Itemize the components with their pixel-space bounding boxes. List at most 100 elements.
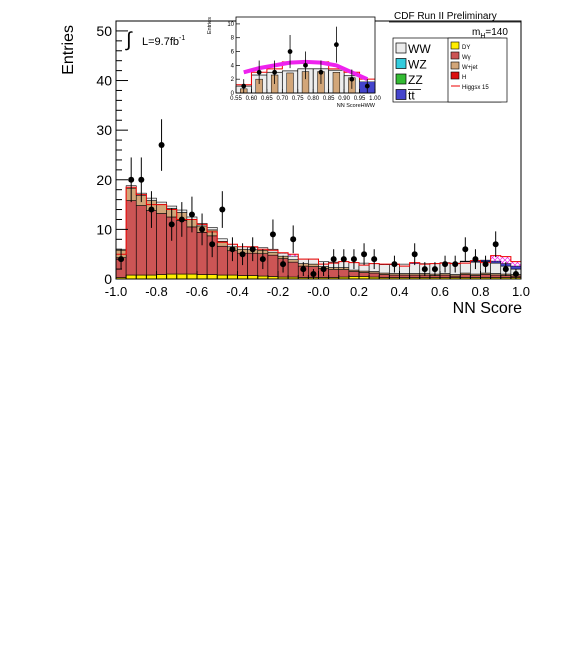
inset-data-point <box>349 69 355 89</box>
data-point <box>340 249 347 270</box>
data-point <box>239 243 246 266</box>
data-marker <box>421 266 428 273</box>
bar-wgamma <box>399 274 410 278</box>
inset-x-tick-label: 0.85 <box>323 96 335 102</box>
bar-dy <box>196 274 208 280</box>
inset-y-tick-label: 6 <box>231 50 235 56</box>
bar-wgamma <box>156 213 167 275</box>
bar-wgamma <box>368 272 380 278</box>
inset-y-axis-label: Entries <box>207 17 213 34</box>
y-axis-label: Entries <box>60 25 77 75</box>
bar-ww <box>399 263 410 274</box>
data-point <box>442 255 449 273</box>
data-point <box>391 255 398 273</box>
bar-wgamma <box>378 274 390 278</box>
data-marker <box>350 256 357 263</box>
bar-wgamma <box>267 254 279 277</box>
bar-wgamma <box>490 274 502 278</box>
bar-dy <box>216 274 228 280</box>
x-tick-label: -0.0 <box>307 284 329 299</box>
bar-ww <box>216 238 228 242</box>
data-point <box>158 119 165 171</box>
inset-x-tick-label: 0.75 <box>292 96 304 102</box>
bar-wgamma <box>125 200 137 276</box>
y-tick-label: 50 <box>96 23 112 39</box>
bar-wgamma <box>439 274 451 278</box>
data-marker <box>269 231 276 238</box>
data-marker <box>452 261 459 268</box>
legend-swatch-wjet <box>450 61 460 70</box>
data-point <box>320 262 327 277</box>
inset-data-marker <box>272 69 278 75</box>
inset-data-point <box>256 60 262 85</box>
data-point <box>300 262 307 277</box>
data-point <box>199 213 206 246</box>
inset-x-tick-label: 0.55 <box>230 96 242 102</box>
data-marker <box>219 206 226 213</box>
bar-ww <box>206 227 218 231</box>
data-marker <box>340 256 347 263</box>
bar-dy <box>146 274 157 280</box>
bar-wjet <box>267 251 279 256</box>
data-marker <box>199 226 206 233</box>
bar-dy <box>247 275 259 280</box>
data-point <box>148 191 155 228</box>
bar-wgamma <box>389 274 400 278</box>
data-marker <box>442 261 449 268</box>
integral-icon: ∫ <box>125 29 133 51</box>
inset-data-marker <box>349 76 355 82</box>
higgs-hatch-bin <box>288 254 299 257</box>
inset-data-marker <box>318 69 324 75</box>
bar-wjet <box>156 204 167 214</box>
x-tick-label: -0.2 <box>267 284 289 299</box>
bar-ww <box>490 262 502 274</box>
data-marker <box>371 256 378 263</box>
data-marker <box>249 246 256 253</box>
data-marker <box>168 221 175 228</box>
inset-x-tick-label: 0.95 <box>354 96 366 102</box>
inset-data-point <box>241 79 247 93</box>
bar-wgamma <box>348 271 360 277</box>
svg-text:L=9.7fb-1: L=9.7fb-1 <box>142 35 185 48</box>
inset-x-tick-label: 0.65 <box>261 96 273 102</box>
bar-wgamma <box>287 261 299 278</box>
data-marker <box>310 271 317 278</box>
inset-x-tick-label: 0.70 <box>276 96 288 102</box>
data-marker <box>431 266 438 273</box>
data-point <box>361 243 368 266</box>
data-marker <box>300 266 307 273</box>
header-title: CDF Run II Preliminary <box>394 11 497 22</box>
bar-dy <box>186 273 198 280</box>
bar-wjet <box>287 259 299 263</box>
inset-y-tick-label: 4 <box>231 63 235 69</box>
bar-dy <box>135 274 147 280</box>
mass-label: mH=140 <box>472 27 508 40</box>
bar-dy <box>125 274 137 280</box>
inset-inner-bin <box>332 72 341 94</box>
bar-ttbar <box>490 260 502 264</box>
data-point <box>462 237 469 262</box>
legend-label-h: H <box>462 75 466 81</box>
inset-inner-bin <box>286 72 294 94</box>
bar-wgamma <box>480 274 491 278</box>
data-marker <box>158 142 165 149</box>
bar-wgamma <box>216 245 228 276</box>
data-point <box>411 243 418 266</box>
x-tick-label: 0.2 <box>350 284 368 299</box>
y-tick-label: 30 <box>96 122 112 138</box>
legend-swatch-ttbar <box>395 89 407 100</box>
bar-dy <box>176 273 188 280</box>
x-tick-label: 0.8 <box>471 284 489 299</box>
bar-dy <box>227 274 238 280</box>
data-point <box>290 225 297 254</box>
inset-x-axis-label: NN ScoreHWW <box>337 103 376 109</box>
x-tick-label: -0.6 <box>186 284 208 299</box>
data-point <box>280 255 287 273</box>
x-tick-label: 0.4 <box>390 284 408 299</box>
data-marker <box>411 251 418 258</box>
bar-ww <box>287 255 299 260</box>
inset-data-point <box>303 51 308 80</box>
higgs-hatch-bin <box>510 261 521 267</box>
data-marker <box>239 251 246 258</box>
